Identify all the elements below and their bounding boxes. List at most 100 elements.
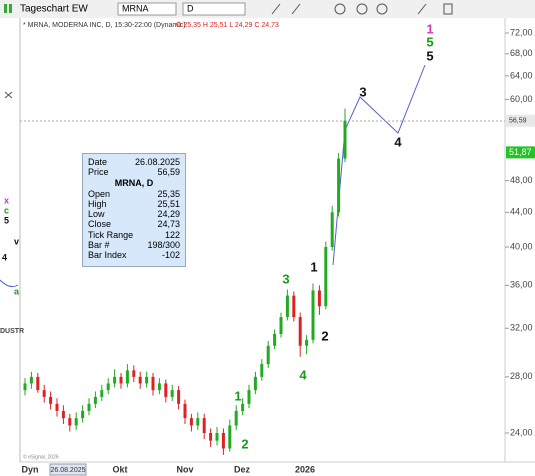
info-row: Date 26.08.2025 <box>88 157 180 167</box>
wave-label: 4 <box>299 367 307 382</box>
icon[interactable] <box>376 3 388 15</box>
candle-body <box>132 370 136 377</box>
symbol-input[interactable] <box>117 2 177 16</box>
info-box: Date 26.08.2025 Price 56,59 MRNA, D Open 25,35… <box>82 153 186 267</box>
info-value: 56,59 <box>157 167 180 178</box>
interval-input[interactable] <box>182 2 246 16</box>
wave-label: 5 <box>426 48 433 63</box>
interval: D <box>187 3 194 13</box>
info-row: Open 25,35 <box>88 189 180 199</box>
candle-body <box>337 158 341 213</box>
info-value: 198/300 <box>147 240 180 251</box>
x-tick-label: Okt <box>112 464 127 474</box>
side-label: 5 <box>4 215 9 225</box>
candle-body <box>215 433 219 441</box>
candle-body <box>23 383 27 391</box>
y-tick-label: 40,00 <box>510 241 533 251</box>
wave-label: 4 <box>394 134 402 149</box>
candle-body <box>183 403 187 419</box>
icon[interactable] <box>4 4 7 13</box>
icon[interactable] <box>443 3 453 15</box>
candle-body <box>189 418 193 426</box>
candle-body <box>55 403 59 411</box>
info-row: Low 24,29 <box>88 209 180 219</box>
toolbar-title: Tageschart EW <box>20 4 88 15</box>
side-line <box>0 279 19 288</box>
x-tick-label: Nov <box>176 464 193 474</box>
candle-body <box>330 212 334 248</box>
y-tick-label: 28,00 <box>510 371 533 381</box>
y-tick-label: 72,00 <box>510 27 533 37</box>
candle-body <box>298 317 302 346</box>
icon[interactable] <box>291 3 301 15</box>
toolbar-icons[interactable] <box>271 3 453 15</box>
x-tick-label: 26.08.2025 <box>50 467 85 474</box>
y-tick-label: 64,00 <box>510 70 533 80</box>
side-label: c <box>4 205 9 215</box>
chart-header: * MRNA, MODERNA INC, D, 15:30-22:00 (Dyn… <box>23 22 186 29</box>
info-key: Low <box>88 209 105 220</box>
candle-body <box>266 345 270 365</box>
side-label: DUSTR <box>0 328 24 335</box>
candle-body <box>138 376 142 384</box>
info-value: -102 <box>161 250 180 261</box>
candle-body <box>74 418 78 426</box>
icon[interactable] <box>334 3 346 15</box>
candle-body <box>260 364 264 377</box>
wave-label: 2 <box>241 436 248 451</box>
info-row: Close 24,73 <box>88 219 180 229</box>
info-key: Close <box>88 219 112 230</box>
side-label: 4 <box>2 252 7 262</box>
info-value: 25,35 <box>157 188 180 199</box>
candle-body <box>279 317 283 334</box>
info-key: Bar # <box>88 240 110 251</box>
candle-body <box>305 339 309 346</box>
price-tag <box>506 114 535 127</box>
candle-body <box>247 390 251 404</box>
info-value: 24,29 <box>157 209 180 220</box>
candle-body <box>317 290 321 307</box>
wave-label: 5 <box>426 34 433 49</box>
candle-body <box>119 376 123 384</box>
candle-body <box>196 418 200 426</box>
icon[interactable] <box>9 4 12 13</box>
icon[interactable] <box>356 3 368 15</box>
side-label: x <box>4 195 9 205</box>
x-tick-label: 2026 <box>295 464 315 474</box>
date-marker <box>49 463 87 476</box>
candle-body <box>151 376 155 391</box>
candle-body <box>324 247 328 307</box>
icon[interactable] <box>4 91 13 99</box>
info-key: Bar Index <box>88 250 127 261</box>
candle-body <box>311 290 315 340</box>
info-key: High <box>88 198 107 209</box>
wave-label: 3 <box>282 271 289 286</box>
info-key: Open <box>88 188 111 199</box>
candle-body <box>228 425 232 449</box>
info-value: 25,51 <box>157 198 180 209</box>
copyright: © eSignal, 2026 <box>23 453 59 460</box>
wave-label: 3 <box>359 84 366 99</box>
icon[interactable] <box>417 3 427 15</box>
candle-body <box>113 376 117 384</box>
x-tick-label: Dyn <box>21 464 38 474</box>
candle-body <box>157 383 161 391</box>
candle-body <box>61 410 65 419</box>
info-row: High 25,51 <box>88 199 180 209</box>
candle-body <box>202 418 206 433</box>
info-value: 122 <box>164 229 180 240</box>
candle-body <box>285 295 289 318</box>
wave-projection <box>332 64 426 266</box>
side-label: a <box>14 286 20 296</box>
info-value: 24,73 <box>157 219 180 230</box>
wave-label: 1 <box>234 388 241 403</box>
info-row: Bar Index -102 <box>88 250 180 260</box>
candle-body <box>93 396 97 404</box>
candle-body <box>36 376 40 391</box>
candle-body <box>164 383 168 397</box>
icon[interactable] <box>271 3 281 15</box>
candle-body <box>87 403 91 411</box>
candle-body <box>49 396 53 404</box>
